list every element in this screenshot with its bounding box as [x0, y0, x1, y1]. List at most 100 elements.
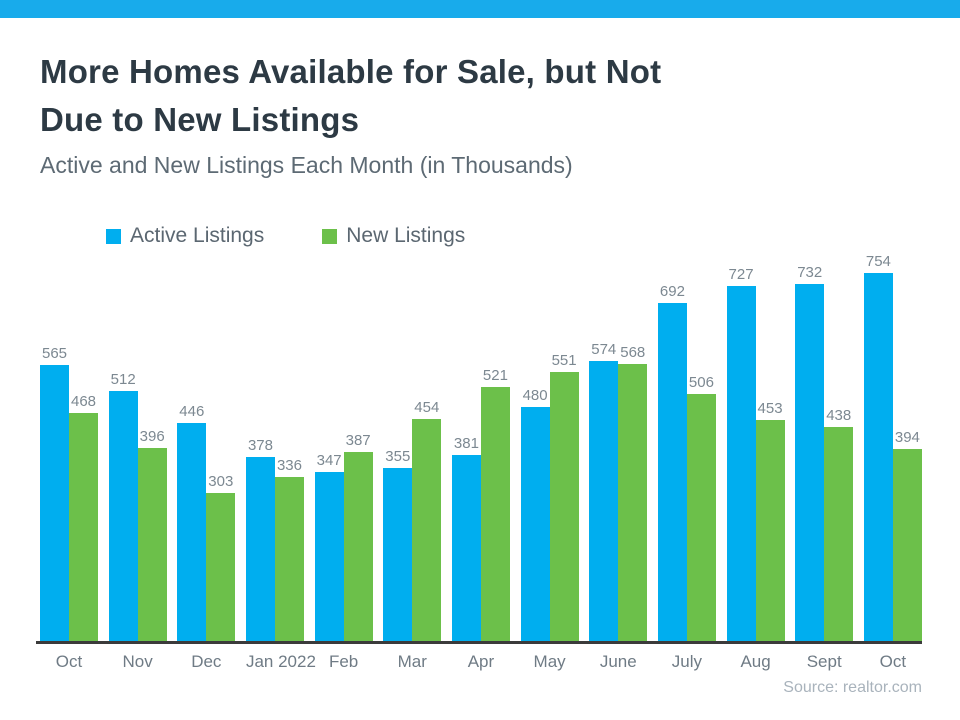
page-title-line1: More Homes Available for Sale, but Not: [40, 53, 662, 90]
bar-value-label: 454: [414, 399, 440, 416]
active-listings-bar-column: 512: [108, 248, 138, 641]
bar-value-label: 574: [591, 341, 617, 358]
x-axis-label: Sept: [806, 652, 842, 671]
active-listings-bar: [245, 457, 275, 641]
active-listings-bar-column: 446: [177, 248, 207, 641]
active-listings-bar-column: 347: [314, 248, 344, 641]
bar-value-label: 512: [110, 371, 136, 388]
bar-value-label: 551: [551, 352, 577, 369]
x-axis-labels: Oct Nov Dec Jan 2022 Feb Mar Apr May June July Aug…: [40, 652, 922, 672]
legend-item-new-listings: New Listings: [322, 224, 465, 248]
new-listings-bar: [549, 372, 579, 641]
bar-chart: 565 468 512 396 446 303 378 336 347 387 355 454 381 5…: [36, 248, 922, 672]
bar-value-label: 355: [385, 448, 411, 465]
bar-value-label: 387: [345, 432, 371, 449]
bar-value-label: 378: [247, 437, 273, 454]
x-axis-label: Dec: [191, 652, 222, 671]
active-listings-bar: [383, 468, 413, 641]
bar-group: 378 336: [245, 248, 304, 641]
bar-value-label: 480: [522, 387, 548, 404]
x-axis-label: Aug: [740, 652, 771, 671]
legend-item-active-listings: Active Listings: [106, 224, 264, 248]
active-listings-bar-column: 480: [520, 248, 550, 641]
active-listings-bar-column: 565: [40, 248, 69, 641]
x-axis-line: [36, 641, 922, 644]
bar-value-label: 727: [728, 266, 754, 283]
active-listings-bar: [726, 286, 756, 641]
bar-value-label: 303: [208, 473, 234, 490]
x-axis-label: June: [599, 652, 637, 671]
page-title: More Homes Available for Sale, but Not D…: [40, 48, 922, 144]
new-listings-bar-column: 506: [686, 248, 716, 641]
bar-group: 574 568: [589, 248, 648, 641]
bar-value-label: 438: [826, 407, 852, 424]
active-listings-bar-column: 381: [451, 248, 481, 641]
new-listings-bar-column: 454: [412, 248, 442, 641]
bar-value-label: 453: [757, 400, 783, 417]
x-axis-label: May: [533, 652, 566, 671]
top-accent-bar: [0, 0, 960, 18]
new-listings-bar: [137, 448, 167, 641]
new-listings-bar-column: 336: [274, 248, 304, 641]
active-listings-bar-column: 692: [657, 248, 687, 641]
bar-value-label: 396: [139, 428, 165, 445]
legend-label-active-listings: Active Listings: [130, 224, 265, 247]
new-listings-bar: [343, 452, 373, 641]
active-listings-bar-column: 727: [726, 248, 756, 641]
bar-group: 446 303: [177, 248, 236, 641]
active-listings-bar: [657, 303, 687, 641]
bar-value-label: 381: [453, 435, 479, 452]
bar-group: 480 551: [520, 248, 579, 641]
bar-value-label: 732: [797, 264, 823, 281]
active-listings-bar-column: 574: [589, 248, 619, 641]
source-attribution: Source: realtor.com: [783, 679, 922, 696]
active-listings-bar-column: 754: [863, 248, 893, 641]
bar-group: 692 506: [657, 248, 716, 641]
new-listings-bar: [480, 387, 510, 641]
new-listings-bar-column: 394: [892, 248, 922, 641]
new-listings-bar-column: 387: [343, 248, 373, 641]
active-listings-bar: [520, 407, 550, 641]
page-content: More Homes Available for Sale, but Not D…: [0, 48, 960, 697]
active-listings-bar: [451, 455, 481, 641]
bar-group: 565 468: [40, 248, 98, 641]
new-listings-bar-column: 468: [69, 248, 98, 641]
active-listings-swatch-icon: [106, 228, 121, 244]
bar-group: 512 396: [108, 248, 167, 641]
new-listings-bar: [755, 420, 785, 641]
new-listings-bar: [69, 413, 98, 641]
bar-group: 355 454: [383, 248, 442, 641]
x-axis-label: Oct: [55, 652, 83, 671]
bar-value-label: 565: [41, 345, 68, 362]
new-listings-bar-column: 438: [824, 248, 854, 641]
x-axis-label: Nov: [122, 652, 153, 671]
new-listings-bar: [274, 477, 304, 641]
bar-value-label: 468: [70, 393, 97, 410]
new-listings-bar-column: 551: [549, 248, 579, 641]
x-axis-label: Mar: [397, 652, 427, 671]
page-title-line2: Due to New Listings: [40, 101, 360, 138]
bar-group: 381 521: [451, 248, 510, 641]
bar-group: 347 387: [314, 248, 373, 641]
new-listings-bar-column: 521: [480, 248, 510, 641]
new-listings-bar: [686, 394, 716, 641]
chart-legend: Active Listings New Listings: [106, 224, 922, 248]
active-listings-bar-column: 355: [383, 248, 413, 641]
bar-group: 732 438: [795, 248, 854, 641]
chart-subtitle: Active and New Listings Each Month (in T…: [40, 152, 573, 178]
new-listings-bar-column: 453: [755, 248, 785, 641]
legend-label-new-listings: New Listings: [346, 224, 466, 247]
active-listings-bar: [589, 361, 619, 641]
new-listings-bar: [206, 493, 236, 641]
new-listings-bar-column: 568: [618, 248, 648, 641]
new-listings-bar-column: 396: [137, 248, 167, 641]
new-listings-bar: [892, 449, 922, 641]
bar-value-label: 347: [316, 452, 342, 469]
bar-value-label: 336: [276, 457, 302, 474]
bar-value-label: 568: [620, 344, 646, 361]
active-listings-bar: [314, 472, 344, 641]
bar-value-label: 754: [865, 253, 891, 270]
chart-plot-area: 565 468 512 396 446 303 378 336 347 387 355 454 381 5…: [40, 248, 922, 641]
active-listings-bar: [863, 273, 893, 641]
new-listings-bar: [618, 364, 648, 641]
